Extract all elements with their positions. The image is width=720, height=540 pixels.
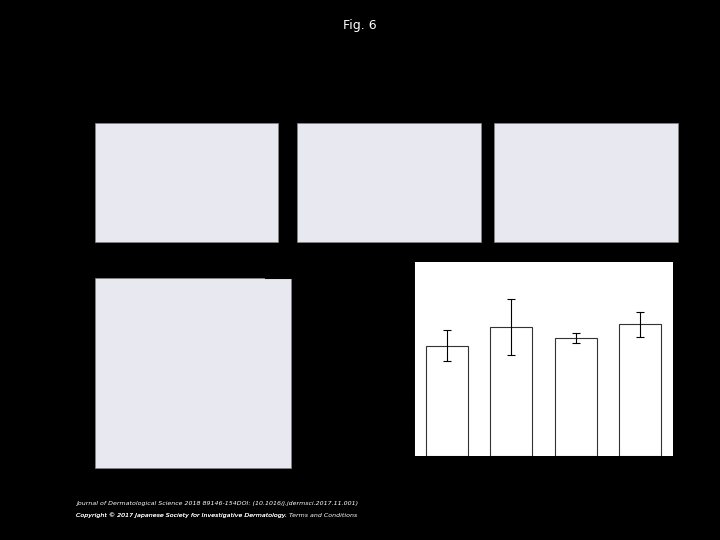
Y-axis label: Epidermal thickness (μm): Epidermal thickness (μm) <box>376 305 385 413</box>
Text: Control: Control <box>286 256 321 267</box>
Bar <box>555 338 597 456</box>
Bar <box>490 327 532 456</box>
Text: e: e <box>374 254 382 268</box>
Text: b: b <box>291 86 300 99</box>
FancyBboxPatch shape <box>494 123 678 242</box>
Text: Copyright © 2017 Japanese Society for Investigative Dermatology.: Copyright © 2017 Japanese Society for In… <box>76 512 289 517</box>
Text: 105 nm: 105 nm <box>374 89 411 98</box>
Text: c: c <box>487 86 495 99</box>
Text: 22 nm: 22 nm <box>171 89 202 98</box>
Bar <box>619 324 662 456</box>
Text: Fig. 6: Fig. 6 <box>343 19 377 32</box>
Text: d: d <box>89 254 97 268</box>
Text: 186 nm: 186 nm <box>564 89 601 98</box>
Text: Journal of Dermatological Science 2018 89146-154DOI: (10.1016/j.jdermsci.2017.11: Journal of Dermatological Science 2018 8… <box>76 501 358 506</box>
Text: a: a <box>89 86 96 99</box>
FancyBboxPatch shape <box>94 278 291 468</box>
Text: Copyright © 2017 Japanese Society for Investigative Dermatology. Terms and Condi: Copyright © 2017 Japanese Society for In… <box>76 512 357 517</box>
FancyBboxPatch shape <box>297 123 481 242</box>
Bar <box>426 346 468 456</box>
FancyBboxPatch shape <box>94 123 279 242</box>
Text: AuNPs treated Hind paw skin on Day 4: AuNPs treated Hind paw skin on Day 4 <box>358 58 547 68</box>
